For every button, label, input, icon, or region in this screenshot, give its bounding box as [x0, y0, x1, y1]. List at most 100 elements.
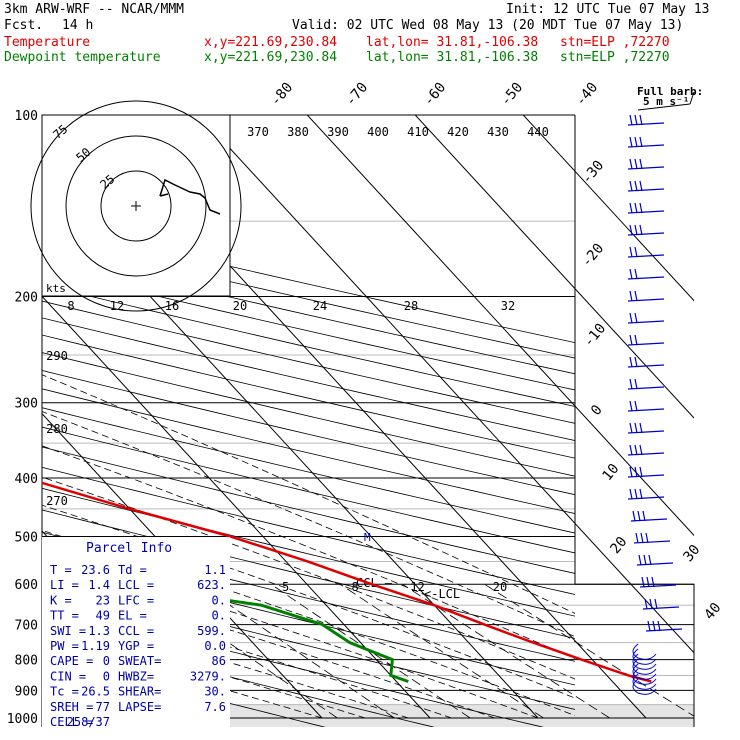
wind-barb-flag — [644, 598, 648, 610]
wind-barb-flag — [654, 598, 658, 610]
hodograph-ring — [65, 135, 207, 277]
wind-barb-flag — [634, 158, 638, 170]
fcst-value: 14 h — [62, 18, 94, 33]
wind-barb-staff — [627, 364, 665, 368]
wind-barb-staff — [642, 606, 680, 610]
wind-barb-flag — [639, 136, 643, 148]
wind-barb-flag — [629, 422, 633, 434]
mixing-ratio-line — [484, 583, 694, 717]
model-title: 3km ARW-WRF -- NCAR/MMM — [4, 2, 185, 17]
wind-barb-flag — [639, 224, 643, 236]
wind-barb — [642, 598, 680, 610]
parcel-left-key: K = — [50, 593, 72, 607]
parcel-left-key: LI = — [50, 578, 79, 592]
wind-barb-flag — [647, 620, 651, 632]
moist-adiabat-line — [42, 374, 575, 614]
parcel-title: Parcel Info — [86, 541, 172, 556]
wind-barb-staff — [627, 232, 665, 236]
dry-adiabat-line — [42, 252, 575, 375]
wind-barb-flag — [629, 312, 633, 324]
wind-barb-flag — [634, 334, 638, 346]
isotherm-label: 30 — [680, 542, 703, 565]
wind-barb-staff — [627, 144, 665, 148]
mixing-ratio-line — [339, 583, 544, 719]
wind-barb-flag — [639, 114, 643, 126]
moist-adiabat-line — [42, 529, 575, 717]
parcel-right-value: 7.6 — [204, 700, 226, 714]
wind-barb-flag — [629, 180, 633, 192]
wind-barb — [627, 224, 665, 236]
pressure-tick-label: 400 — [15, 472, 38, 487]
wind-barb-flag — [639, 488, 643, 500]
wind-barb-flag — [642, 510, 646, 522]
wind-barb — [627, 466, 665, 478]
isotherm-label: -40 — [573, 80, 602, 110]
wind-barb-surface — [632, 663, 657, 680]
hodograph-speed-label: 12 — [110, 299, 124, 313]
wind-barb-staff — [627, 342, 665, 346]
parcel-right-value: 3279. — [190, 669, 226, 683]
hodograph-ring — [30, 100, 242, 312]
wind-barb — [627, 400, 665, 412]
wind-barb — [627, 356, 665, 368]
wind-barb-flag — [629, 488, 633, 500]
wind-barb-flag — [634, 466, 638, 478]
wind-barb-flag — [634, 224, 638, 236]
isotherm-label: 40 — [701, 600, 724, 623]
parcel-right-key: Td = — [118, 563, 147, 577]
parcel-left-value: 1.3 — [88, 624, 110, 638]
theta-label: 410 — [407, 125, 429, 139]
wind-barb-surface — [632, 668, 657, 685]
dry-adiabat-line — [42, 334, 575, 459]
parcel-right-key: HWBZ= — [118, 669, 154, 683]
parcel-left-key: T = — [50, 563, 72, 577]
wind-barb-flag — [634, 422, 638, 434]
parcel-right-key: SWEAT= — [118, 654, 161, 668]
parcel-right-key: YGP = — [118, 639, 154, 653]
wind-barb-flag — [634, 246, 638, 258]
wind-barb-flag — [643, 554, 647, 566]
wind-barb-staff — [627, 298, 665, 302]
wind-barb-flag — [639, 422, 643, 434]
pressure-tick-label: 100 — [15, 109, 38, 124]
wind-barb-flag — [634, 400, 638, 412]
parcel-right-value: 0. — [212, 609, 226, 623]
pressure-tick-label: 300 — [15, 397, 38, 412]
pressure-tick-label: 1000 — [7, 712, 38, 727]
wind-barb — [627, 158, 665, 170]
parcel-left-key: CELL = — [50, 715, 93, 729]
init-time: Init: 12 UTC Tue 07 May 13 — [506, 2, 710, 17]
parcel-left-value: 23.6 — [81, 563, 110, 577]
theta-label: 440 — [527, 125, 549, 139]
wind-barb-flag — [652, 620, 656, 632]
wind-barb — [627, 180, 665, 192]
wind-barb-staff — [627, 254, 665, 258]
mixing-ratio-label: 20 — [493, 580, 507, 594]
isotherm-label: 0 — [588, 402, 606, 419]
lower-frame — [575, 583, 695, 727]
wind-barb-flag — [629, 224, 633, 236]
parcel-left-value: 49 — [96, 609, 110, 623]
isotherm-label: 10 — [599, 461, 622, 484]
wind-barb-flag — [632, 510, 636, 522]
pressure-tick-label: 800 — [15, 654, 38, 669]
hodograph-trace — [159, 178, 221, 215]
dewpoint-stn: stn=ELP ,72270 — [560, 50, 670, 65]
isotherm-line — [42, 295, 431, 719]
isotherm-line — [522, 115, 694, 302]
dry-adiabat-line — [42, 487, 575, 617]
wind-barb-staff — [645, 628, 683, 632]
temperature-profile — [42, 481, 652, 683]
wind-barb-staff — [630, 518, 668, 522]
wind-barb — [627, 444, 665, 456]
wind-barb — [639, 576, 677, 588]
wind-barb — [627, 290, 665, 302]
wind-barb — [627, 334, 665, 346]
wind-barb — [627, 422, 665, 434]
theta-label: 370 — [247, 125, 269, 139]
wind-barb-flag — [638, 554, 642, 566]
parcel-right-value: 623. — [197, 578, 226, 592]
wind-barb — [627, 488, 665, 500]
hodograph-unit-label: kts — [46, 282, 66, 295]
